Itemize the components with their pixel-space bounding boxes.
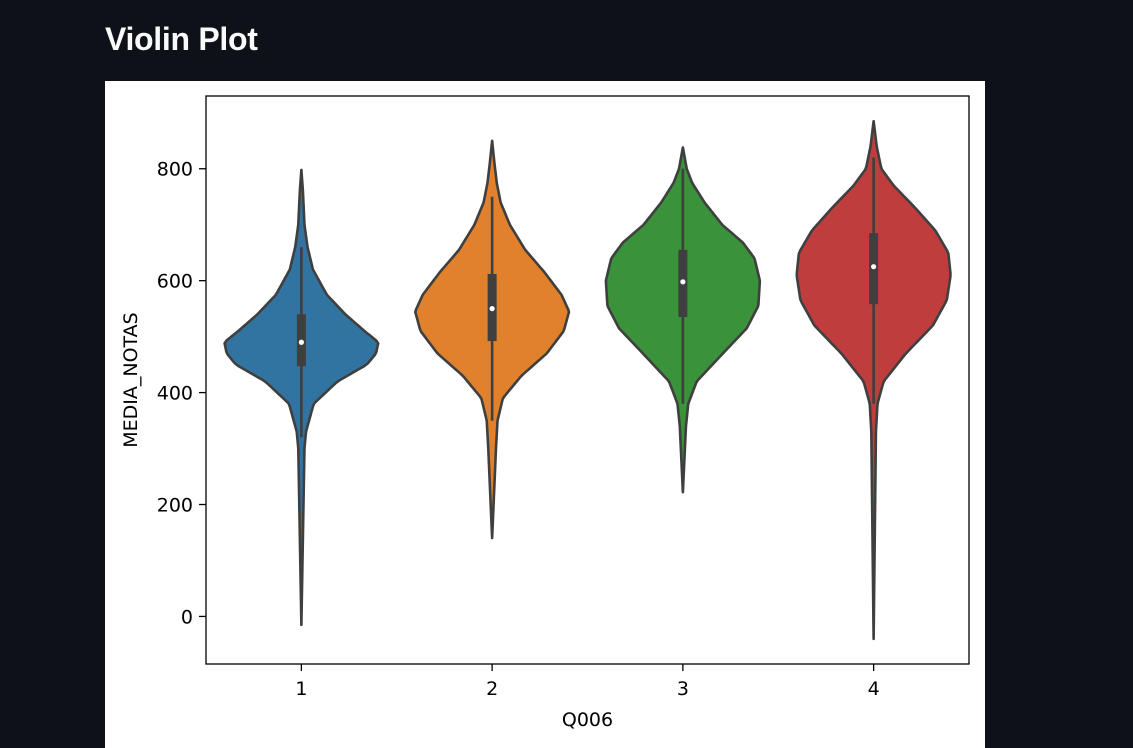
x-axis: 1 2 3 4: [295, 664, 880, 700]
violin-median-3: [680, 279, 686, 285]
violins-layer: [223, 119, 952, 641]
x-tick-label: 1: [295, 678, 307, 700]
y-tick-label: 200: [157, 495, 193, 517]
y-tick-label: 0: [181, 606, 193, 628]
x-tick-label: 4: [868, 678, 880, 700]
violin-median-4: [871, 264, 877, 270]
violin-group-3: [604, 146, 762, 494]
y-tick-label: 800: [157, 159, 193, 181]
violin-group-2: [414, 139, 571, 540]
violin-median-2: [489, 306, 495, 312]
violin-group-1: [223, 168, 380, 627]
x-tick-label: 3: [677, 678, 689, 700]
violin-median-1: [298, 339, 304, 345]
y-axis-label: MEDIA_NOTAS: [120, 312, 142, 448]
violin-group-4: [795, 119, 952, 641]
x-tick-label: 2: [486, 678, 498, 700]
x-axis-label: Q006: [562, 709, 613, 731]
y-axis: 0 200 400 600 800: [157, 159, 206, 628]
violin-chart: 0 200 400 600 800 1 2 3 4 Q006 MEDIA_NOTAS: [120, 95, 970, 731]
page-title: Violin Plot: [105, 21, 258, 57]
plot-frame: [205, 95, 970, 665]
y-tick-label: 600: [157, 271, 193, 293]
chart-figure: 0 200 400 600 800 1 2 3 4 Q006 MEDIA_NOTAS: [105, 81, 985, 748]
y-tick-label: 400: [157, 383, 193, 405]
